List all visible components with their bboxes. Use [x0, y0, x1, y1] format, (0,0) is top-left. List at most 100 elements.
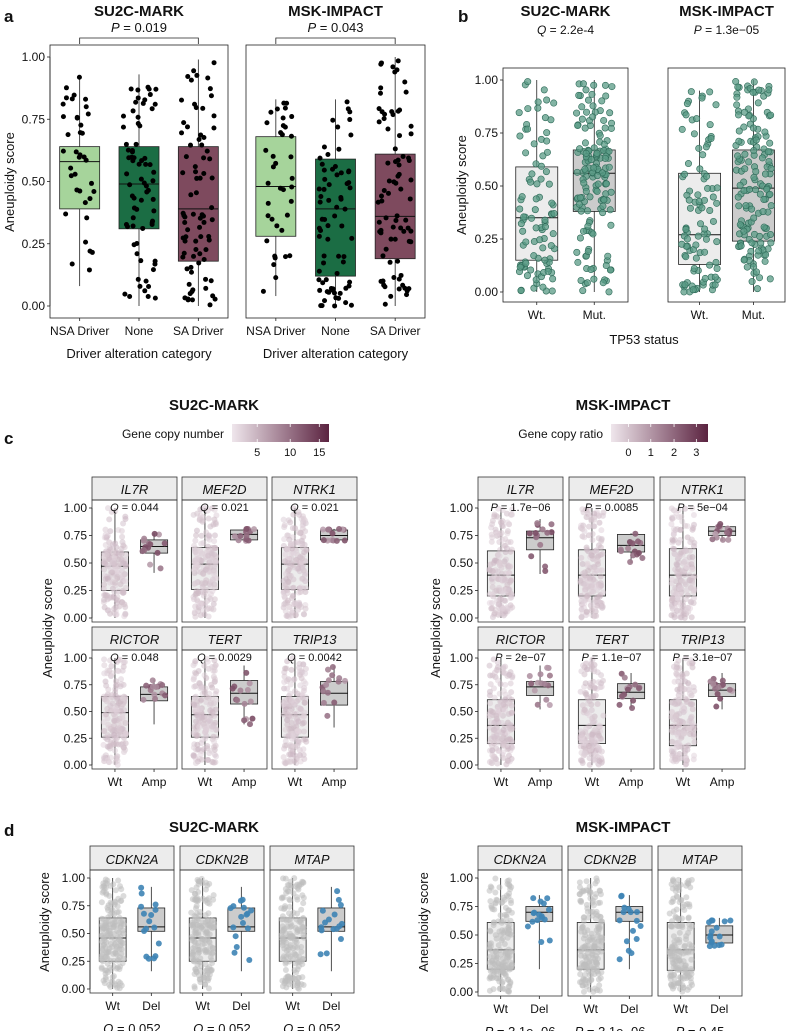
panel-c-su2c-facet-rictor-wt-point — [101, 670, 108, 677]
panel-c-su2c-facet-trip13-wt-point — [280, 711, 287, 718]
panel-c-su2c-y-axis-title: Aneuploidy score — [40, 578, 55, 678]
panel-c-msk-facet-mef2d-wt-point — [597, 551, 604, 558]
panel-a-su2c-none-point — [124, 171, 130, 177]
panel-c-su2c-facet-rictor-amp-point — [149, 677, 156, 684]
panel-c-msk-facet-il7r-wt-point — [489, 584, 496, 591]
panel-c-msk-facet-mef2d-amp-point — [629, 540, 636, 547]
panel-c-msk-facet-tert-wt-point — [596, 732, 603, 739]
panel-d-msk-facet-cdkn2a-wt-point — [504, 878, 511, 885]
panel-a-msk-sa-driver-point — [408, 123, 414, 129]
panel-c-msk-facet-ntrk1-wt-point — [668, 505, 675, 512]
panel-c-su2c-facet-tert-gene-label: TERT — [208, 632, 243, 647]
panel-c-msk-facet-rictor-amp-point — [541, 681, 548, 688]
panel-b-su2c-mut-point — [579, 80, 587, 88]
panel-d-msk-facet-cdkn2a-wt-point — [487, 927, 494, 934]
panel-d-msk-facet-cdkn2b-wt-point — [596, 987, 603, 994]
panel-a-su2c-sa-driver-point — [199, 212, 205, 218]
panel-c-msk-facet-il7r-wt-point — [486, 600, 493, 607]
panel-b-su2c-wt-point — [522, 149, 530, 157]
panel-d-msk-facet-mtap-wt-point — [668, 881, 675, 888]
panel-a-msk-sa-driver-point — [394, 67, 400, 73]
panel-a-msk-sa-driver-point — [390, 224, 396, 230]
panel-c-su2c-facet-ntrk1-amp-point — [341, 537, 348, 544]
panel-b-msk-x-tick-label: Mut. — [742, 308, 765, 322]
panel-a-msk-none-point — [334, 172, 340, 178]
panel-c-msk-facet-rictor-amp-point — [537, 671, 544, 678]
panel-c-su2c-facet-ntrk1-wt-point — [302, 517, 309, 524]
panel-c-msk-facet-il7r-wt-point — [489, 591, 496, 598]
panel-c-msk-facet-mef2d-wt-point — [577, 577, 584, 584]
panel-a-msk-sa-driver-point — [401, 228, 407, 234]
panel-a-msk-sa-driver-point — [388, 236, 394, 242]
panel-a-msk-title: MSK-IMPACT — [288, 3, 383, 20]
panel-c-su2c-facet-il7r-wt-point — [120, 520, 127, 527]
panel-c-msk-facet-ntrk1-wt-point — [668, 521, 675, 528]
panel-c-msk-facet-rictor-amp-point — [546, 701, 553, 708]
panel-b-msk-mut-point — [735, 137, 743, 145]
panel-d-msk-facet-cdkn2b-wt-point — [584, 946, 591, 953]
panel-a-msk-none-point — [326, 197, 332, 203]
panel-c-msk-facet-trip13-amp-point — [715, 684, 722, 691]
panel-d-msk-facet-cdkn2a-wt-point — [496, 884, 503, 891]
panel-b-msk-wt-point — [713, 238, 721, 246]
panel-c-msk-facet-tert-wt-point — [596, 745, 603, 752]
panel-d-msk-facet-cdkn2b-wt-point — [590, 902, 597, 909]
panel-b-msk-wt-point — [707, 135, 715, 143]
panel-b-msk-wt-point — [699, 151, 707, 159]
panel-d-su2c-facet-cdkn2a-y-tick-label: 0.00 — [62, 982, 86, 996]
panel-c-msk-facet-tert-amp-point — [621, 674, 628, 681]
panel-d-msk-facet-cdkn2a-wt-point — [505, 976, 512, 983]
panel-a-su2c-none-point — [138, 197, 144, 203]
panel-c-su2c-facet-mef2d-wt-point — [210, 601, 217, 608]
panel-c-su2c-facet-trip13-wt-point — [284, 658, 291, 665]
panel-b-msk-wt-point — [683, 100, 691, 108]
panel-b-su2c-wt-point — [524, 125, 532, 133]
panel-a-su2c-sa-driver-point — [183, 154, 189, 160]
panel-c-su2c-facet-trip13-wt-point — [287, 681, 294, 688]
panel-c-msk-facet-mef2d-wt-point — [593, 548, 600, 555]
panel-b-su2c-wt-point — [539, 244, 547, 252]
panel-c-su2c-facet-mef2d-wt-point — [204, 606, 211, 613]
panel-a-su2c-sa-driver-point — [190, 211, 196, 217]
panel-a-su2c-sa-driver-point — [203, 285, 209, 291]
panel-a-msk-none-point — [347, 279, 353, 285]
panel-c-msk-facet-tert-amp-point — [629, 705, 636, 712]
panel-d-su2c-facet-mtap-wt-point — [293, 939, 300, 946]
panel-b-su2c-wt-point — [533, 180, 541, 188]
panel-b-su2c-wt-point — [517, 287, 525, 295]
panel-d-su2c-facet-mtap-wt-point — [298, 906, 305, 913]
panel-c-su2c-facet-tert-wt-point — [198, 684, 205, 691]
panel-d-msk-facet-cdkn2a-wt-point — [504, 929, 511, 936]
panel-a-su2c-nsa-driver-point — [89, 180, 95, 186]
panel-b-msk-mut-point — [733, 101, 741, 109]
panel-c-msk-facet-il7r-amp-point — [534, 520, 541, 527]
panel-d-msk-facet-cdkn2a-wt-point — [507, 897, 514, 904]
panel-d-msk-facet-mtap-wt-point — [688, 967, 695, 974]
panel-d-su2c-facet-mtap-gene-label: MTAP — [294, 852, 329, 867]
panel-c-msk-facet-il7r-amp-point — [539, 526, 546, 533]
panel-c-su2c-legend-tick-label: 10 — [284, 447, 296, 459]
panel-b-su2c-wt-point — [515, 109, 523, 117]
panel-c-msk-facet-ntrk1-wt-point — [686, 547, 693, 554]
panel-d-msk-facet-cdkn2a-wt-point — [507, 959, 514, 966]
panel-c-msk-facet-trip13-wt-point — [670, 750, 677, 757]
panel-a-su2c-none-point — [150, 178, 156, 184]
panel-d-su2c-facet-cdkn2b-frame — [179, 869, 265, 994]
panel-c-msk-facet-il7r-wt-point — [495, 505, 502, 512]
panel-a-su2c-none-point — [134, 206, 140, 212]
panel-b-msk-mut-point — [754, 99, 762, 107]
panel-c-msk-facet-rictor-x-tick-label: Wt — [494, 775, 509, 789]
panel-c-msk-facet-ntrk1-frame — [659, 499, 746, 623]
panel-letter-a: a — [4, 7, 14, 26]
panel-c-msk-facet-ntrk1-wt-point — [679, 518, 686, 525]
panel-c-su2c-facet-il7r-wt-point — [107, 528, 114, 535]
panel-b-su2c-wt-point — [540, 86, 548, 94]
panel-b-su2c-mut-point — [590, 81, 598, 89]
panel-d-msk-facet-cdkn2b-wt-point — [578, 899, 585, 906]
panel-c-msk-facet-ntrk1-amp-point — [712, 530, 719, 537]
panel-a-msk-x-tick-label: None — [321, 324, 350, 338]
panel-c-msk-facet-tert-wt-point — [600, 712, 607, 719]
panel-c-su2c-facet-il7r-wt-point — [103, 551, 110, 558]
panel-a-msk-none-point — [317, 287, 323, 293]
panel-d-msk-facet-cdkn2a-wt-point — [490, 919, 497, 926]
